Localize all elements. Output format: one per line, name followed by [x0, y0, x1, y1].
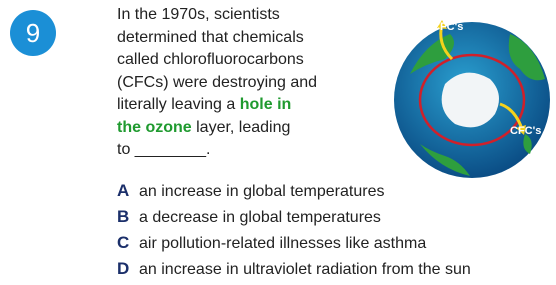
text: literally leaving a — [117, 96, 240, 113]
text: determined that chemicals — [117, 29, 304, 46]
question-line: (CFCs) were destroying and — [117, 72, 317, 95]
emphasis: the ozone — [117, 119, 192, 136]
text: (CFCs) were destroying and — [117, 74, 317, 91]
globe-figure: CFC's CFC's — [390, 4, 552, 188]
option-text: an increase in global temperatures — [139, 183, 384, 200]
page: 9 In the 1970s, scientists determined th… — [0, 0, 556, 285]
text: layer, leading — [192, 119, 291, 136]
option-letter: A — [117, 178, 139, 203]
figure-label: CFC's — [432, 21, 463, 33]
question-line: literally leaving a hole in — [117, 94, 317, 117]
question-line: called chlorofluorocarbons — [117, 49, 317, 72]
text: called chlorofluorocarbons — [117, 51, 304, 68]
option-letter: D — [117, 256, 139, 281]
question-line: the ozone layer, leading — [117, 117, 317, 140]
option-text: a decrease in global temperatures — [139, 209, 381, 226]
question-line: to ________. — [117, 139, 317, 162]
emphasis: hole in — [240, 96, 292, 113]
option-text: air pollution-related illnesses like ast… — [139, 235, 426, 252]
question-line: In the 1970s, scientists — [117, 4, 317, 27]
text: to ________. — [117, 141, 210, 158]
question-text: In the 1970s, scientists determined that… — [117, 4, 317, 162]
option-letter: B — [117, 204, 139, 229]
option-text: an increase in ultraviolet radiation fro… — [139, 261, 471, 278]
text: In the 1970s, scientists — [117, 6, 280, 23]
antarctica — [442, 73, 499, 128]
question-line: determined that chemicals — [117, 27, 317, 50]
question-number: 9 — [10, 10, 56, 56]
figure-label: CFC's — [510, 125, 541, 137]
option-letter: C — [117, 230, 139, 255]
